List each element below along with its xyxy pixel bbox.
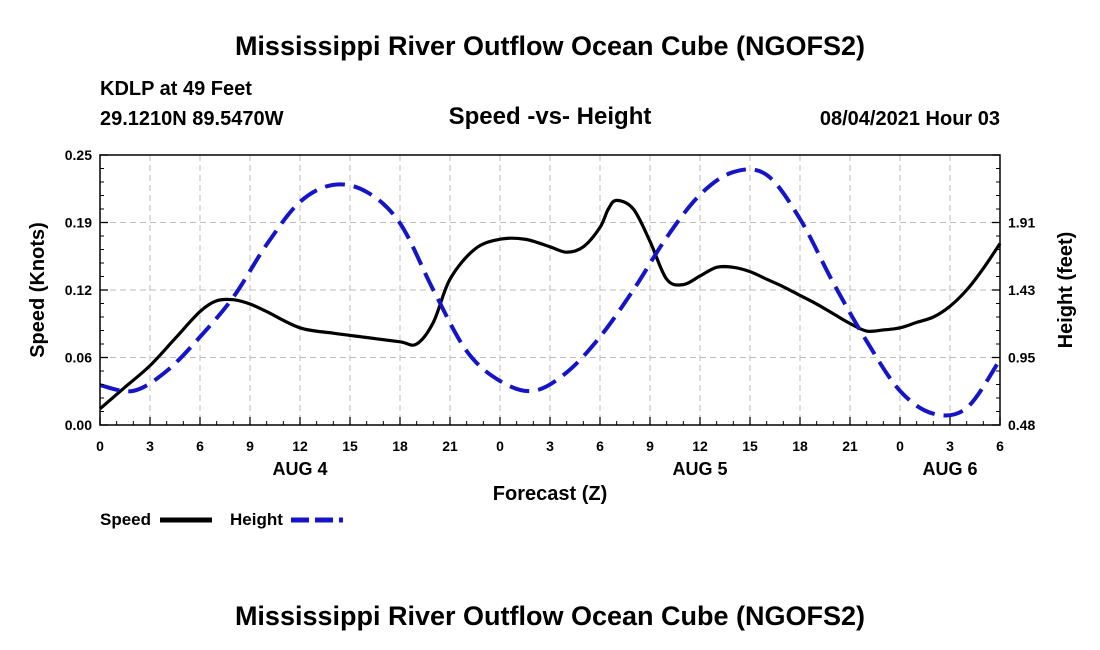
x-axis-label: Forecast (Z): [493, 483, 607, 505]
x-tick-label: 15: [342, 438, 358, 454]
x-tick-label: 9: [246, 438, 254, 454]
x-tick-label: 6: [596, 438, 604, 454]
x-tick-label: 12: [692, 438, 708, 454]
y2-tick-label: 1.43: [1008, 282, 1035, 298]
y2-axis-label: Height (feet): [1055, 232, 1077, 349]
x-tick-label: 9: [646, 438, 654, 454]
x-tick-label: 3: [946, 438, 954, 454]
x-tick-label: 12: [292, 438, 308, 454]
x-tick-label: 6: [996, 438, 1004, 454]
grid-lines: [100, 155, 1000, 425]
x-tick-label: 6: [196, 438, 204, 454]
x-tick-label: 3: [146, 438, 154, 454]
speed-series-line: [98, 198, 1002, 411]
y-tick-label: 0.12: [65, 282, 92, 298]
date-label: AUG 6: [922, 459, 977, 479]
station-label: KDLP at 49 Feet: [100, 78, 252, 100]
x-tick-label: 21: [842, 438, 858, 454]
y-axis-label: Speed (Knots): [27, 222, 49, 358]
forecast-datetime: 08/04/2021 Hour 03: [820, 108, 1000, 130]
axes-layer: 0 3 6 9 12 15 18 21 0 3 6 9 12 15 18 21 0 3 6 0.00 0.06 0.12 0…: [65, 147, 1036, 479]
date-label: AUG 5: [672, 459, 727, 479]
x-tick-label: 18: [792, 438, 808, 454]
x-tick-label: 21: [442, 438, 458, 454]
station-coordinates: 29.1210N 89.5470W: [100, 108, 284, 130]
x-tick-label: 0: [96, 438, 104, 454]
y-tick-label: 0.06: [65, 350, 92, 366]
legend: Speed Height: [100, 510, 343, 529]
series-layer: [98, 167, 1002, 418]
x-tick-label: 3: [546, 438, 554, 454]
page-title-bottom: Mississippi River Outflow Ocean Cube (NG…: [235, 601, 865, 631]
y-tick-label: 0.25: [65, 147, 92, 163]
y-tick-label: 0.00: [65, 417, 92, 433]
date-label: AUG 4: [272, 459, 327, 479]
legend-height-label: Height: [230, 510, 283, 529]
height-series-line: [99, 167, 1002, 418]
legend-speed-label: Speed: [100, 510, 151, 529]
x-tick-label: 18: [392, 438, 408, 454]
page-title-top: Mississippi River Outflow Ocean Cube (NG…: [235, 31, 865, 61]
x-tick-label: 15: [742, 438, 758, 454]
y-tick-label: 0.19: [65, 215, 92, 231]
x-tick-label: 0: [896, 438, 904, 454]
x-tick-label: 0: [496, 438, 504, 454]
chart-subtitle: Speed -vs- Height: [449, 103, 652, 130]
y2-tick-label: 0.48: [1008, 417, 1035, 433]
y2-tick-label: 1.91: [1008, 215, 1035, 231]
y2-tick-label: 0.95: [1008, 350, 1035, 366]
